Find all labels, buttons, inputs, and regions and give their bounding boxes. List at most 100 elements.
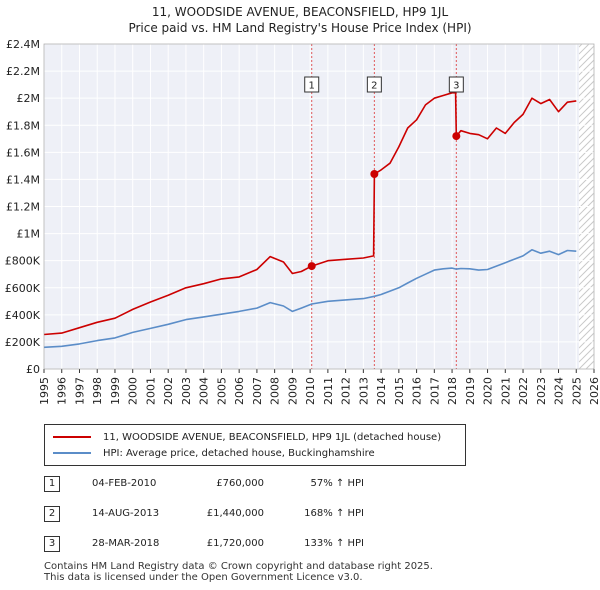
x-tick-label: 1999 xyxy=(109,377,122,405)
transaction-price: £760,000 xyxy=(216,478,264,489)
x-tick-label: 2024 xyxy=(553,377,566,405)
y-tick-label: £1.6M xyxy=(6,146,40,159)
marker-box-3 xyxy=(448,76,464,93)
hatch-line xyxy=(578,325,595,342)
y-tick-label: £1.2M xyxy=(6,201,40,214)
marker-box-2 xyxy=(366,76,382,93)
x-tick-label: 2014 xyxy=(375,377,388,405)
y-tick-label: £2M xyxy=(17,92,41,105)
hatch-line xyxy=(578,353,595,369)
hatch-line xyxy=(578,44,590,55)
hatch-line xyxy=(578,94,595,111)
x-tick-label: 2022 xyxy=(517,377,530,405)
hatch-line xyxy=(578,318,595,335)
x-tick-label: 2001 xyxy=(144,377,157,405)
x-tick-label: 2002 xyxy=(162,377,175,405)
x-tick-label: 2008 xyxy=(269,377,282,405)
hatch-line xyxy=(578,45,595,62)
marker-label-1: 1 xyxy=(309,81,315,92)
x-tick-label: 2025 xyxy=(570,377,583,405)
y-tick-label: £600K xyxy=(5,282,41,295)
y-tick-label: £2.2M xyxy=(6,65,40,78)
hatch-line xyxy=(578,346,595,363)
hatch-line xyxy=(578,115,595,132)
sale-point-2 xyxy=(370,170,379,178)
hatch-line xyxy=(578,339,595,356)
x-tick-label: 2005 xyxy=(215,377,228,405)
hatch-line xyxy=(578,283,595,300)
hatch-line xyxy=(578,44,583,48)
y-tick-label: £1.4M xyxy=(6,173,40,186)
x-tick-label: 2006 xyxy=(233,377,246,405)
x-tick-label: 1995 xyxy=(38,377,51,405)
x-tick-label: 2009 xyxy=(286,377,299,405)
transaction-hpi: 168% ↑ HPI xyxy=(304,508,364,519)
legend-item-property: 11, WOODSIDE AVENUE, BEACONSFIELD, HP9 1… xyxy=(53,430,441,444)
hatch-line xyxy=(578,178,595,195)
hatch-line xyxy=(578,234,595,251)
hatch-line xyxy=(578,276,595,293)
legend-swatch-property xyxy=(53,436,91,438)
y-tick-label: £0 xyxy=(26,363,40,376)
legend-item-hpi: HPI: Average price, detached house, Buck… xyxy=(53,446,375,460)
hatch-line xyxy=(578,213,595,230)
hatch-line xyxy=(578,290,595,307)
transaction-hpi: 133% ↑ HPI xyxy=(304,538,364,549)
y-tick-label: £400K xyxy=(5,309,41,322)
hatch-line xyxy=(578,304,595,321)
hatch-line xyxy=(578,255,595,272)
y-tick-label: £1M xyxy=(17,228,41,241)
price-chart: £0 £200K £400K £600K £800K £1M £1.2M £1.4M £1.6M… xyxy=(5,4,600,405)
x-tick-label: 2003 xyxy=(180,377,193,405)
series-line-property xyxy=(43,92,577,336)
hatch-line xyxy=(578,66,595,83)
hatch-line xyxy=(578,150,595,167)
hatch-line xyxy=(579,4,594,19)
hatch-line xyxy=(578,262,595,279)
x-tick-label: 1996 xyxy=(56,377,69,405)
hatch-line xyxy=(578,157,595,174)
x-tick-label: 2017 xyxy=(428,377,441,405)
hatch-line xyxy=(578,136,595,153)
transaction-number: 3 xyxy=(44,536,60,552)
hatch-line xyxy=(578,241,595,258)
projection-hatch xyxy=(578,4,595,369)
legend-label-hpi: HPI: Average price, detached house, Buck… xyxy=(103,447,375,459)
hatch-line xyxy=(578,129,595,146)
y-tick-label: £200K xyxy=(5,336,41,349)
x-tick-label: 2007 xyxy=(251,377,264,405)
x-tick-label: 2011 xyxy=(322,377,335,405)
x-tick-label: 2021 xyxy=(499,377,512,405)
footer-copyright: Contains HM Land Registry data © Crown c… xyxy=(44,561,433,572)
x-tick-label: 2016 xyxy=(411,377,424,405)
x-tick-label: 2000 xyxy=(127,377,140,405)
transaction-number: 2 xyxy=(44,506,60,522)
legend-swatch-hpi xyxy=(53,452,91,454)
sale-point-3 xyxy=(452,132,461,141)
chart-legend: 11, WOODSIDE AVENUE, BEACONSFIELD, HP9 1… xyxy=(44,424,466,466)
footer: Contains HM Land Registry data © Crown c… xyxy=(44,561,433,583)
hatch-line xyxy=(578,332,595,349)
x-tick-label: 2010 xyxy=(304,377,317,405)
marker-label-2: 2 xyxy=(371,81,377,92)
transaction-date: 28-MAR-2018 xyxy=(92,538,160,549)
hatch-line xyxy=(579,25,594,40)
legend-label-property: 11, WOODSIDE AVENUE, BEACONSFIELD, HP9 1… xyxy=(103,431,442,443)
hatch-line xyxy=(579,11,594,26)
x-tick-label: 1997 xyxy=(73,377,86,405)
hatch-line xyxy=(578,199,595,216)
transaction-date: 14-AUG-2013 xyxy=(92,508,160,519)
hatch-line xyxy=(578,185,595,202)
hatch-line xyxy=(578,101,595,118)
y-tick-label: £800K xyxy=(5,255,41,268)
x-tick-label: 1998 xyxy=(91,377,104,405)
y-tick-label: £2.4M xyxy=(6,38,40,51)
transaction-price: £1,720,000 xyxy=(206,538,264,549)
x-tick-label: 2020 xyxy=(482,377,495,405)
hatch-line xyxy=(578,59,595,76)
hatch-line xyxy=(578,164,595,181)
hatch-line xyxy=(578,80,595,97)
hatch-line xyxy=(578,108,595,125)
transaction-date: 04-FEB-2010 xyxy=(92,478,157,489)
sale-point-1 xyxy=(307,262,316,271)
